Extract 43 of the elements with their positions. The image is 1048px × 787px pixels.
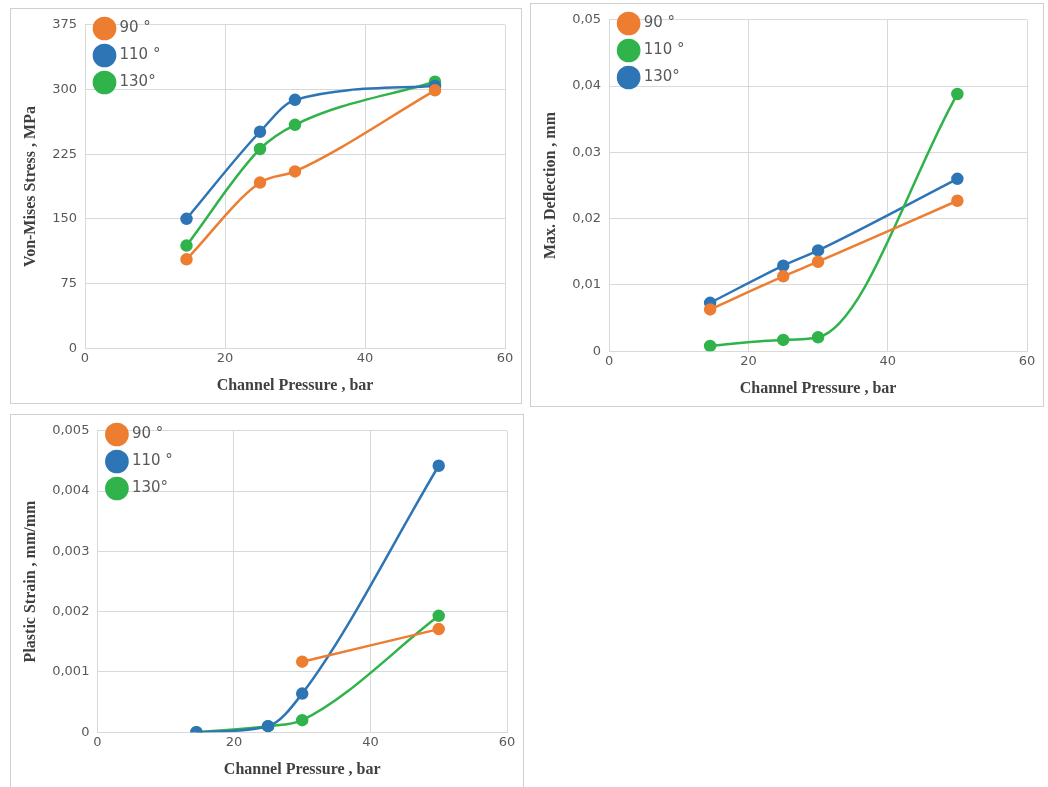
y-tick-label: 0,002 [52,603,90,619]
x-tick-label: 20 [225,734,243,750]
y-tick-label: 375 [52,16,78,32]
legend-label: 90 ° [119,18,151,37]
y-tick-label: 0,02 [572,210,602,226]
x-tick-label: 60 [496,350,514,366]
y-tick-label: 0,04 [572,77,602,93]
legend-label: 110 ° [643,40,685,59]
y-tick-label: 225 [52,145,78,161]
x-tick-label: 60 [498,734,516,750]
y-tick-label: 75 [60,274,78,290]
y-tick-label: 0 [81,723,90,739]
y-tick-label: 0,03 [572,143,602,159]
legend-label: 130° [131,478,169,497]
x-axis-title: Channel Pressure , bar [739,378,897,396]
y-tick-label: 150 [52,210,78,226]
x-tick-label: 0 [605,353,614,369]
y-tick-label: 0,01 [572,276,602,292]
x-tick-label: 0 [93,734,102,750]
x-tick-label: 20 [216,350,234,366]
x-tick-label: 20 [740,353,757,369]
y-axis-title: Plastic Strain , mm/mm [20,499,38,663]
y-tick-label: 0 [68,339,78,355]
x-axis-title: Channel Pressure , bar [216,375,374,393]
y-tick-label: 0,001 [52,663,90,679]
y-axis-title: Von-Mises Stress , MPa [20,106,38,267]
y-tick-label: 0,005 [52,422,90,438]
legend-label: 130° [643,67,680,86]
x-tick-label: 40 [362,734,379,750]
y-axis-title: Max. Deflection , mm [540,111,558,260]
x-axis-title: Channel Pressure , bar [223,759,381,777]
y-tick-label: 0,004 [52,482,90,498]
x-tick-label: 60 [1018,353,1036,369]
y-tick-label: 0,05 [572,11,602,27]
x-tick-label: 40 [879,353,896,369]
legend-label: 130° [119,72,156,91]
legend-label: 90 ° [643,13,675,32]
y-tick-label: 0,003 [52,542,90,558]
legend-label: 110 ° [119,45,161,64]
y-tick-label: 300 [52,80,78,96]
legend-label: 90 ° [131,424,164,443]
legend-label: 110 ° [131,451,173,470]
x-tick-label: 40 [356,350,374,366]
